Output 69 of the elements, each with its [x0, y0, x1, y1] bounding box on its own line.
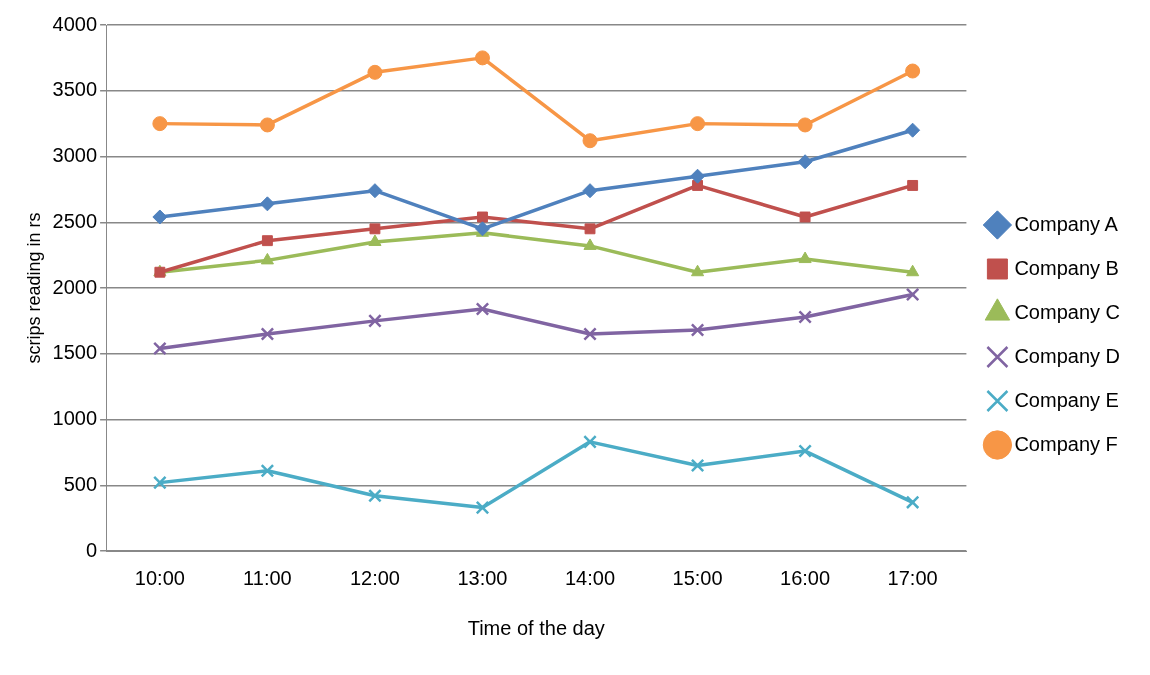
point	[474, 50, 490, 66]
point	[798, 310, 812, 324]
point	[260, 327, 275, 341]
point	[905, 287, 920, 302]
legend-label: Company E	[1014, 388, 1119, 411]
point	[152, 341, 167, 356]
y-tick-label: 500	[63, 472, 98, 495]
point	[690, 458, 705, 473]
legend-label: Company C	[1014, 300, 1121, 323]
point	[475, 500, 490, 515]
point	[582, 183, 598, 199]
y-tick-label: 2000	[52, 275, 98, 298]
point	[368, 488, 382, 503]
legend-label: Company F	[1014, 432, 1118, 455]
point	[367, 64, 383, 80]
point	[797, 154, 813, 170]
x-tick-label: 15:00	[672, 566, 723, 589]
x-tick-label: 11:00	[243, 566, 292, 589]
point	[367, 183, 383, 199]
point	[259, 117, 275, 133]
point	[474, 221, 490, 237]
point	[260, 252, 274, 265]
point	[368, 313, 382, 328]
point	[152, 475, 167, 490]
point	[368, 234, 382, 246]
x-tick-label: 16:00	[780, 566, 831, 589]
point	[797, 117, 813, 133]
point	[691, 264, 705, 277]
legend-label: Company A	[1014, 212, 1119, 235]
point	[690, 323, 705, 337]
y-tick-label: 0	[85, 538, 98, 561]
x-tick-label: 14:00	[564, 566, 616, 589]
point	[583, 238, 597, 250]
y-axis-title: scrips reading in rs	[23, 212, 44, 364]
point	[584, 223, 596, 235]
point	[152, 209, 168, 225]
y-tick-label: 3000	[52, 144, 98, 167]
point	[690, 168, 706, 184]
y-tick-label: 2500	[52, 209, 98, 232]
x-axis-title: Time of the day	[467, 616, 605, 639]
point	[906, 264, 920, 277]
point	[477, 211, 488, 223]
point	[799, 211, 811, 223]
point	[582, 133, 598, 149]
point	[798, 444, 812, 458]
x-tick-label: 12:00	[349, 566, 400, 589]
y-tick-label: 4000	[52, 12, 98, 35]
point	[475, 302, 490, 316]
point	[907, 179, 919, 191]
point	[690, 116, 706, 132]
point	[369, 223, 381, 235]
point	[583, 327, 597, 341]
y-tick-label: 1500	[52, 341, 98, 364]
point	[905, 63, 921, 79]
legend-label: Company D	[1014, 344, 1121, 367]
legend-label: Company B	[1014, 256, 1119, 279]
point	[905, 495, 920, 510]
point	[259, 196, 275, 212]
point	[905, 122, 921, 138]
y-tick-label: 3500	[52, 78, 98, 101]
x-tick-label: 13:00	[457, 566, 508, 589]
point	[798, 251, 812, 264]
x-tick-label: 17:00	[887, 566, 938, 589]
y-tick-label: 1000	[52, 407, 98, 430]
point	[583, 434, 597, 449]
point	[261, 235, 273, 247]
point	[260, 463, 275, 478]
point	[152, 116, 168, 132]
x-tick-label: 10:00	[134, 566, 185, 589]
